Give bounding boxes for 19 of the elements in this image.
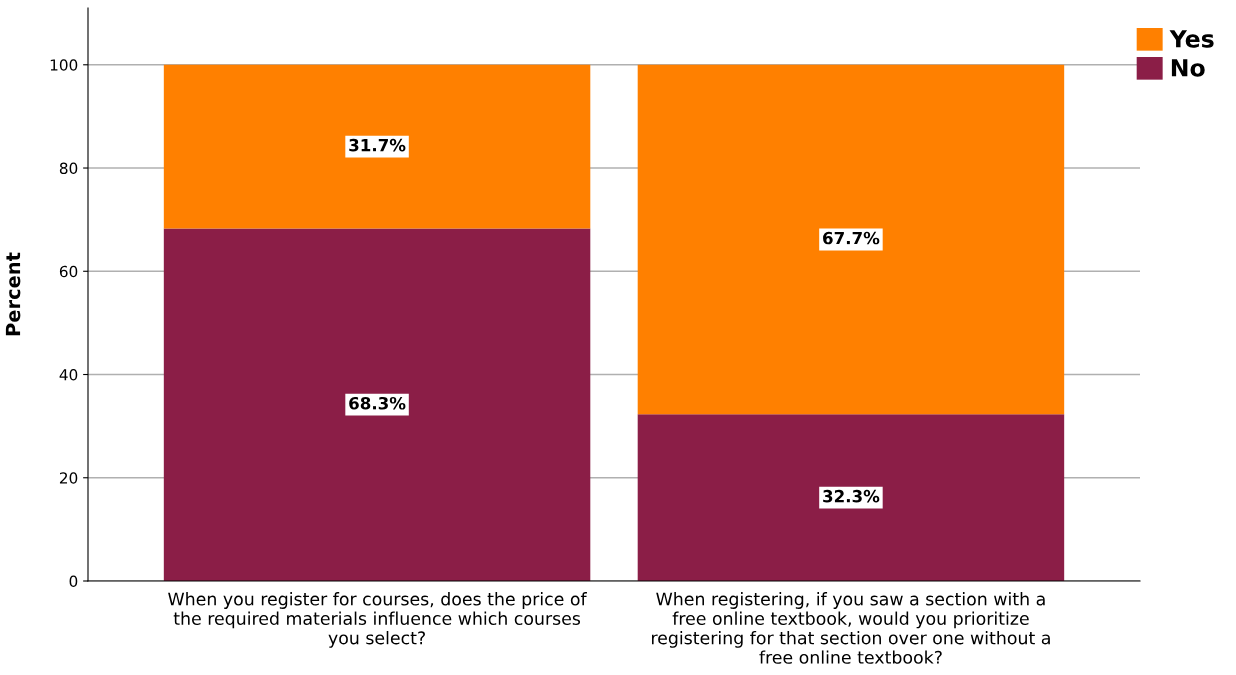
x-tick-label: When you register for courses, does the price of the required materials influence which courses you select? [168,592,587,648]
y-axis-title: Percent [5,252,21,336]
legend-label: No [1171,59,1205,77]
legend-label: Yes [1169,30,1214,48]
y-tick-label: 0 [69,575,78,588]
bar [163,228,591,581]
bar [163,64,591,229]
y-tick-label: 40 [59,368,78,381]
y-tick-label: 80 [59,162,78,175]
x-tick-label: When registering, if you saw a section with a free online textbook, would you prioritize registering for that section over one without a free online textbook? [652,592,1050,664]
data-label: 32.3% [823,489,880,503]
bar [637,64,1065,415]
y-tick-label: 20 [59,472,78,484]
data-label: 68.3% [349,396,406,410]
y-tick-label: 100 [50,59,78,71]
bar [637,414,1065,581]
data-label: 31.7% [349,138,406,152]
y-tick-label: 60 [59,265,78,278]
data-label: 67.7% [823,231,880,245]
